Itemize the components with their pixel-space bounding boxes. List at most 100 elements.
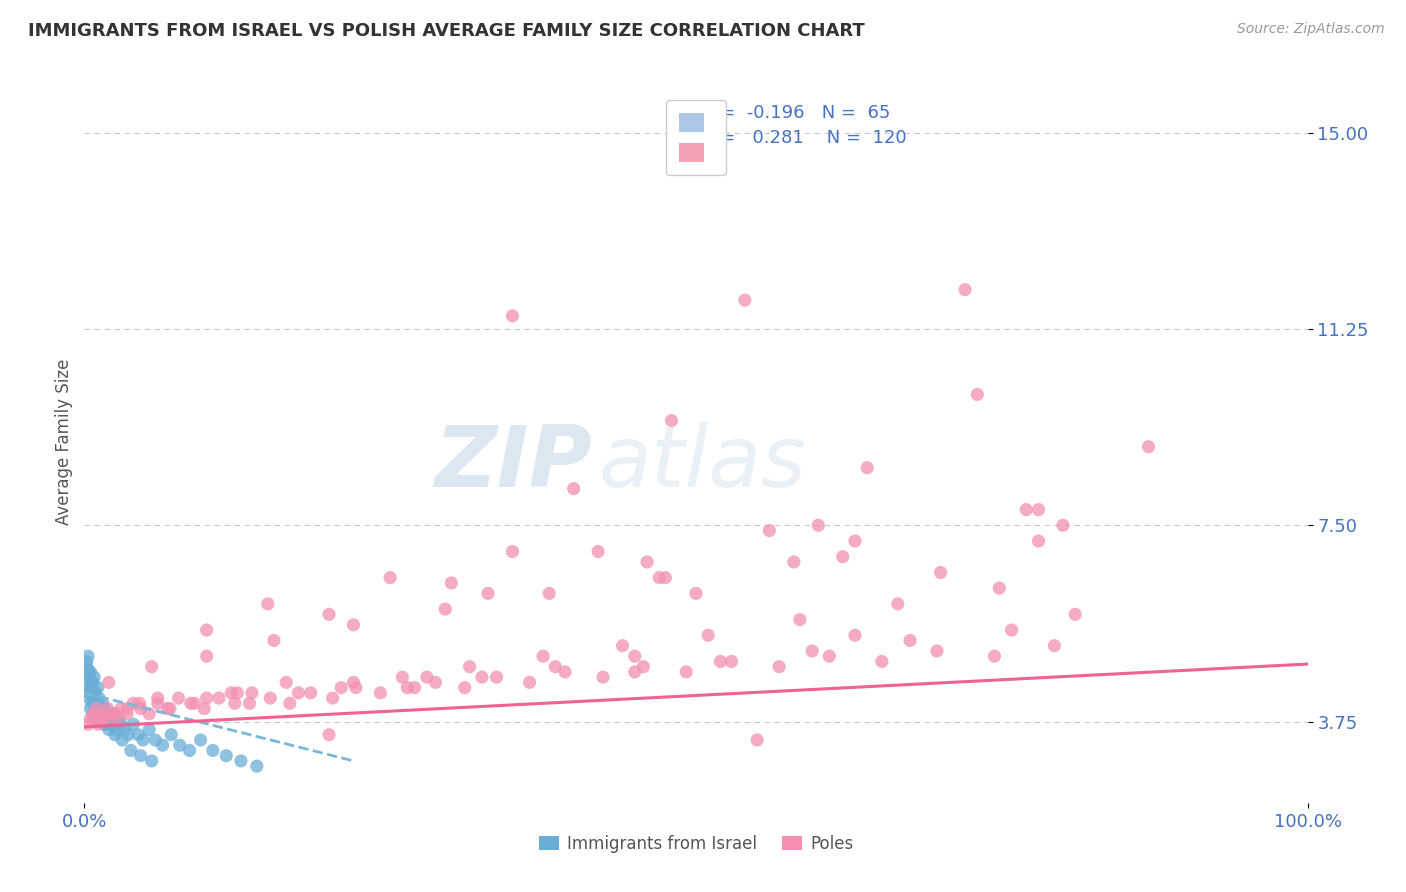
Point xyxy=(1015,502,1038,516)
Point xyxy=(87,717,110,731)
Point xyxy=(929,566,952,580)
Point xyxy=(180,696,202,710)
Point xyxy=(100,706,122,721)
Text: ZIP: ZIP xyxy=(434,422,592,505)
Point xyxy=(276,675,298,690)
Point xyxy=(115,701,138,715)
Point xyxy=(1028,502,1050,516)
Point xyxy=(257,597,280,611)
Point xyxy=(86,712,108,726)
Point xyxy=(83,691,105,706)
Point xyxy=(391,670,413,684)
Point xyxy=(768,659,790,673)
Point xyxy=(953,283,976,297)
Point xyxy=(887,597,910,611)
Point xyxy=(215,748,238,763)
Point xyxy=(97,701,120,715)
Point xyxy=(758,524,780,538)
Point xyxy=(1028,534,1050,549)
Point xyxy=(801,644,824,658)
Point xyxy=(259,691,281,706)
Point xyxy=(115,706,138,721)
Point xyxy=(195,649,218,664)
Point xyxy=(86,701,108,715)
Point xyxy=(167,691,190,706)
Point xyxy=(77,686,100,700)
Point xyxy=(675,665,697,679)
Point xyxy=(370,686,392,700)
Point xyxy=(1043,639,1066,653)
Point xyxy=(898,633,921,648)
Point xyxy=(77,665,100,679)
Point xyxy=(856,460,879,475)
Point xyxy=(96,717,118,731)
Point xyxy=(624,665,647,679)
Point xyxy=(80,675,103,690)
Point xyxy=(87,712,110,726)
Point xyxy=(104,706,127,721)
Point xyxy=(240,686,263,700)
Point xyxy=(983,649,1005,664)
Point xyxy=(105,712,128,726)
Point xyxy=(129,748,152,763)
Point xyxy=(538,586,561,600)
Point xyxy=(636,555,658,569)
Point xyxy=(697,628,720,642)
Point xyxy=(97,706,120,721)
Point xyxy=(870,655,893,669)
Point xyxy=(146,691,169,706)
Point xyxy=(76,655,98,669)
Point xyxy=(458,659,481,673)
Point xyxy=(592,670,614,684)
Point xyxy=(138,706,160,721)
Point xyxy=(160,728,183,742)
Point xyxy=(91,696,114,710)
Point xyxy=(110,701,132,715)
Point xyxy=(86,696,108,710)
Point xyxy=(988,581,1011,595)
Point xyxy=(624,649,647,664)
Point xyxy=(75,675,97,690)
Point xyxy=(146,696,169,710)
Point xyxy=(502,544,524,558)
Point xyxy=(471,670,494,684)
Point xyxy=(648,571,671,585)
Point xyxy=(201,743,224,757)
Point xyxy=(76,659,98,673)
Point xyxy=(229,754,252,768)
Point xyxy=(84,701,107,715)
Point xyxy=(79,665,101,679)
Point xyxy=(263,633,285,648)
Point xyxy=(531,649,554,664)
Point xyxy=(141,659,163,673)
Point xyxy=(79,701,101,715)
Point xyxy=(83,686,105,700)
Point xyxy=(966,387,988,401)
Point xyxy=(77,670,100,684)
Point xyxy=(120,743,142,757)
Point xyxy=(278,696,301,710)
Point xyxy=(612,639,634,653)
Point xyxy=(685,586,707,600)
Point xyxy=(844,628,866,642)
Point xyxy=(97,712,120,726)
Point xyxy=(141,754,163,768)
Point xyxy=(1000,623,1022,637)
Point xyxy=(143,733,166,747)
Point xyxy=(416,670,439,684)
Point xyxy=(818,649,841,664)
Text: atlas: atlas xyxy=(598,422,806,505)
Point xyxy=(89,706,111,721)
Point xyxy=(633,659,655,673)
Point xyxy=(195,623,218,637)
Point xyxy=(485,670,508,684)
Point xyxy=(299,686,322,700)
Point xyxy=(122,696,145,710)
Point xyxy=(193,701,215,715)
Text: R =  -0.196   N =  65: R = -0.196 N = 65 xyxy=(702,103,890,122)
Point xyxy=(138,723,160,737)
Point xyxy=(519,675,541,690)
Point xyxy=(396,681,419,695)
Text: IMMIGRANTS FROM ISRAEL VS POLISH AVERAGE FAMILY SIZE CORRELATION CHART: IMMIGRANTS FROM ISRAEL VS POLISH AVERAGE… xyxy=(28,22,865,40)
Point xyxy=(195,691,218,706)
